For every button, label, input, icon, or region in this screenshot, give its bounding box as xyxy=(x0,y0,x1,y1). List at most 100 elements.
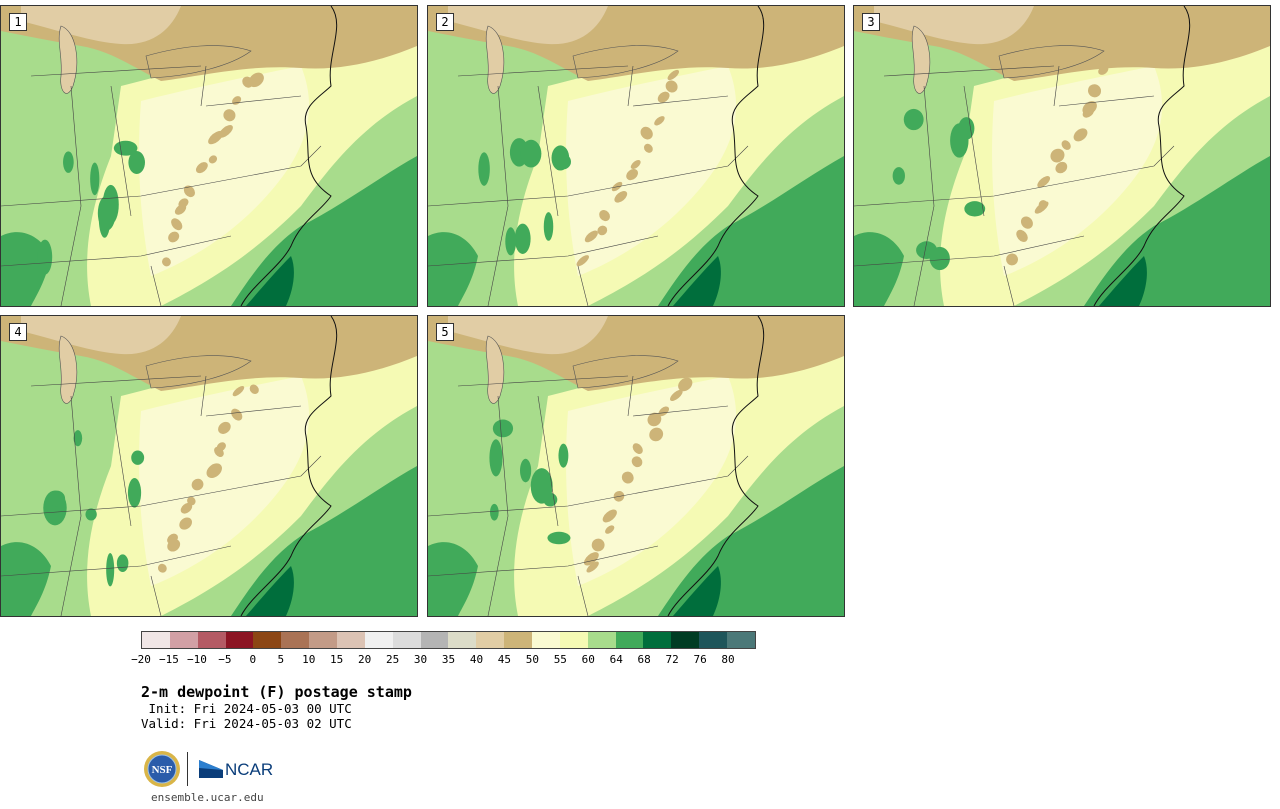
state-boundary xyxy=(150,265,162,306)
colorbar: −20 −15 −10 −5 0 5 10 15 20 25 30 35 40 45 50 55 60 64 68 7… xyxy=(131,631,756,666)
colorbar-swatch xyxy=(448,632,477,648)
dewpoint-region xyxy=(113,140,138,156)
dewpoint-region xyxy=(157,563,167,573)
dewpoint-region xyxy=(673,566,721,616)
lake-outline xyxy=(572,355,679,389)
colorbar-tick-label: 60 xyxy=(581,653,595,666)
state-boundary xyxy=(457,65,629,77)
colorbar-tick-label: 45 xyxy=(497,653,512,666)
colorbar-tick-label: 5 xyxy=(277,653,285,666)
dewpoint-region xyxy=(658,156,844,306)
dewpoint-region xyxy=(1038,200,1048,209)
dewpoint-region xyxy=(566,66,737,276)
colorbar-swatch xyxy=(197,632,226,648)
dewpoint-region xyxy=(171,218,183,231)
dewpoint-region xyxy=(673,256,721,306)
dewpoint-region xyxy=(73,430,83,447)
panel-number-1: 1 xyxy=(9,13,27,31)
dewpoint-region xyxy=(1084,156,1270,306)
dewpoint-region xyxy=(632,443,643,455)
state-boundary xyxy=(577,265,589,306)
dewpoint-region xyxy=(492,419,514,438)
state-boundary xyxy=(854,145,1175,207)
dewpoint-region xyxy=(992,66,1163,276)
colorbar-tick-label: 50 xyxy=(525,653,539,666)
dewpoint-region xyxy=(649,427,664,442)
colorbar-tick-label: −20 xyxy=(131,653,151,666)
dewpoint-region xyxy=(63,151,74,173)
colorbar-swatch xyxy=(281,632,310,648)
colorbar-swatch xyxy=(587,632,616,648)
dewpoint-region xyxy=(599,210,610,222)
dewpoint-region xyxy=(929,246,950,271)
dewpoint-region xyxy=(631,456,643,468)
dewpoint-region xyxy=(448,6,608,45)
dewpoint-region xyxy=(127,477,142,508)
colorbar-tick-label: −10 xyxy=(186,653,207,666)
colorbar-swatch xyxy=(727,632,755,648)
dewpoint-region xyxy=(191,478,204,491)
state-boundary xyxy=(627,375,634,417)
dewpoint-region xyxy=(97,195,116,231)
state-boundary xyxy=(537,395,559,527)
dewpoint-region xyxy=(249,384,259,394)
lake-outline xyxy=(58,25,78,94)
state-boundary xyxy=(537,85,559,217)
dewpoint-region xyxy=(1073,128,1088,142)
dewpoint-region xyxy=(139,376,310,586)
dewpoint-region xyxy=(180,502,193,514)
dewpoint-region xyxy=(520,139,542,168)
dewpoint-region xyxy=(530,468,553,504)
state-boundary xyxy=(487,85,509,306)
colorbar-swatch xyxy=(169,632,198,648)
colorbar-swatch xyxy=(671,632,700,648)
dewpoint-region xyxy=(647,412,662,427)
colorbar-swatch xyxy=(615,632,644,648)
dewpoint-region xyxy=(678,377,693,392)
panel-number-3: 3 xyxy=(862,13,880,31)
dewpoint-region xyxy=(428,542,478,616)
dewpoint-region xyxy=(1050,148,1065,163)
dewpoint-region xyxy=(448,316,608,355)
lake-outline xyxy=(58,335,78,404)
dewpoint-region xyxy=(583,552,599,566)
lake-outline xyxy=(485,335,505,404)
dewpoint-region xyxy=(1037,176,1051,188)
colorbar-swatch xyxy=(643,632,672,648)
colorbar-tick-label: 35 xyxy=(441,653,456,666)
state-boundary xyxy=(1,235,232,267)
colorbar-tick-label: 20 xyxy=(358,653,372,666)
dewpoint-region xyxy=(586,561,599,573)
dewpoint-region xyxy=(248,72,264,88)
site-url: ensemble.ucar.edu xyxy=(151,791,264,804)
colorbar-tick-label: −5 xyxy=(218,653,232,666)
dewpoint-region xyxy=(640,126,653,140)
dewpoint-region xyxy=(958,117,975,140)
dewpoint-region xyxy=(489,503,499,521)
dewpoint-region xyxy=(48,490,66,507)
colorbar-swatch xyxy=(420,632,449,648)
dewpoint-region xyxy=(246,566,294,616)
dewpoint-region xyxy=(614,191,628,203)
dewpoint-region xyxy=(1098,65,1109,75)
dewpoint-region xyxy=(654,116,665,126)
dewpoint-region xyxy=(246,256,294,306)
logo-divider xyxy=(187,752,188,786)
dewpoint-region xyxy=(854,232,904,306)
colorbar-swatch xyxy=(392,632,421,648)
dewpoint-region xyxy=(903,108,924,131)
colorbar-swatch xyxy=(364,632,393,648)
state-boundary xyxy=(1,545,232,577)
dewpoint-region xyxy=(1082,101,1097,115)
dewpoint-region xyxy=(605,525,615,534)
colorbar-tick-label: 0 xyxy=(249,653,257,666)
dewpoint-region xyxy=(208,155,218,164)
valid-time: Valid: Fri 2024-05-03 02 UTC xyxy=(141,716,352,731)
colorbar-swatch xyxy=(532,632,560,648)
state-boundary xyxy=(60,395,82,616)
dewpoint-region xyxy=(657,91,670,103)
dewpoint-region xyxy=(670,389,683,402)
dewpoint-region xyxy=(206,463,222,478)
colorbar-tick-label: 80 xyxy=(721,653,735,666)
colorbar-swatch xyxy=(504,632,533,648)
